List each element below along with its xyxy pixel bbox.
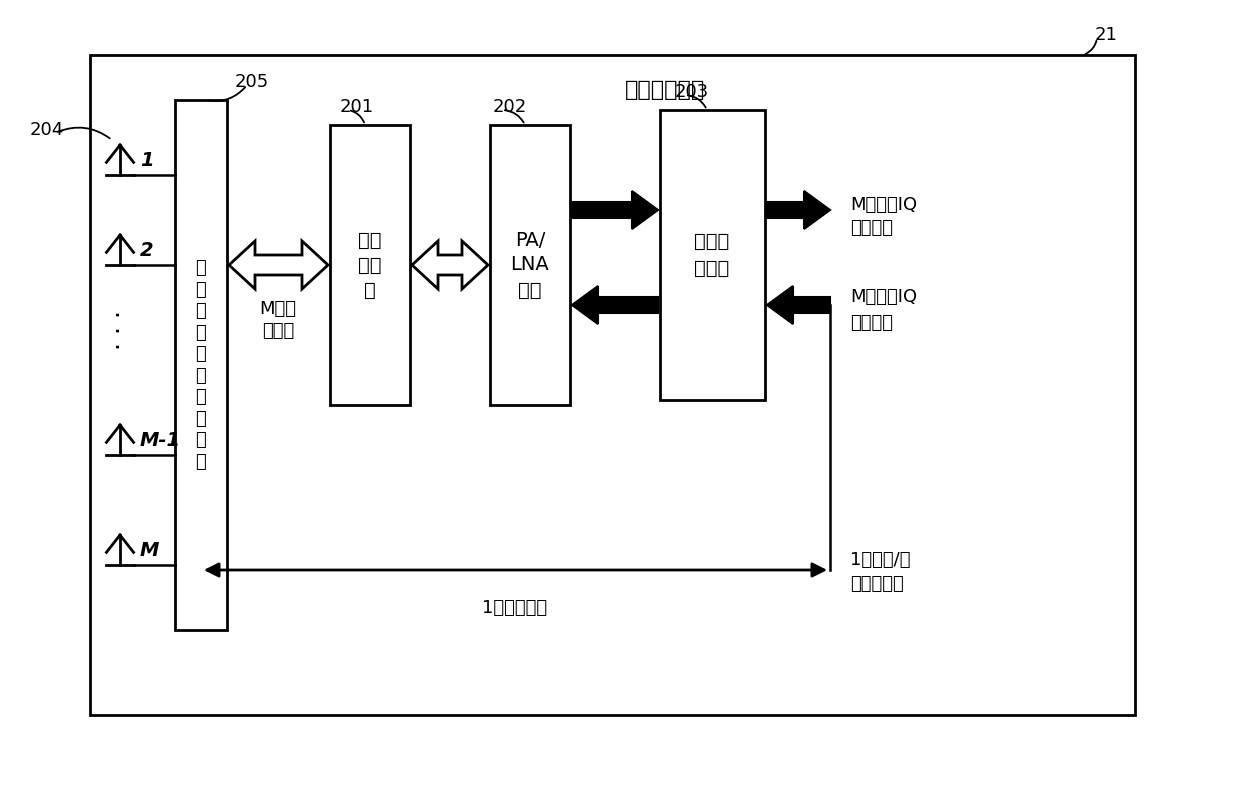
Text: M路天
线通道: M路天 线通道 [259, 300, 296, 340]
Text: 模拟信号: 模拟信号 [849, 314, 893, 332]
Text: 模拟信号: 模拟信号 [849, 219, 893, 237]
Polygon shape [768, 286, 830, 324]
Polygon shape [768, 191, 830, 229]
Bar [660, 110, 765, 400]
Text: M路输出IQ: M路输出IQ [849, 196, 918, 214]
Text: 21: 21 [1095, 26, 1118, 44]
Text: 滤波
器阵
列: 滤波 器阵 列 [358, 230, 382, 299]
Polygon shape [572, 191, 658, 229]
Text: 天
线
校
准
耦
合
电
路
单
元: 天 线 校 准 耦 合 电 路 单 元 [196, 259, 206, 471]
Text: · · ·: · · · [108, 310, 131, 350]
Text: 1路输入/输: 1路输入/输 [849, 551, 910, 569]
Bar [91, 55, 1135, 715]
Text: M: M [140, 541, 160, 560]
Text: 201: 201 [340, 98, 374, 116]
Bar [175, 100, 227, 630]
Polygon shape [572, 286, 658, 324]
Text: 1: 1 [140, 150, 154, 170]
Text: M-1: M-1 [140, 431, 181, 450]
Bar [490, 125, 570, 405]
Text: 204: 204 [30, 121, 64, 139]
Text: PA/
LNA
阵列: PA/ LNA 阵列 [511, 230, 549, 299]
Text: 收发信
机阵列: 收发信 机阵列 [694, 232, 729, 277]
Text: 202: 202 [494, 98, 527, 116]
Text: M路输入IQ: M路输入IQ [849, 288, 918, 306]
Text: 出射频信号: 出射频信号 [849, 575, 904, 593]
Text: 有源天线阵列: 有源天线阵列 [625, 80, 704, 100]
Text: 1路校准通道: 1路校准通道 [482, 599, 548, 617]
Text: 205: 205 [236, 73, 269, 91]
Text: 2: 2 [140, 241, 154, 259]
Bar [330, 125, 410, 405]
Text: 203: 203 [675, 83, 709, 101]
